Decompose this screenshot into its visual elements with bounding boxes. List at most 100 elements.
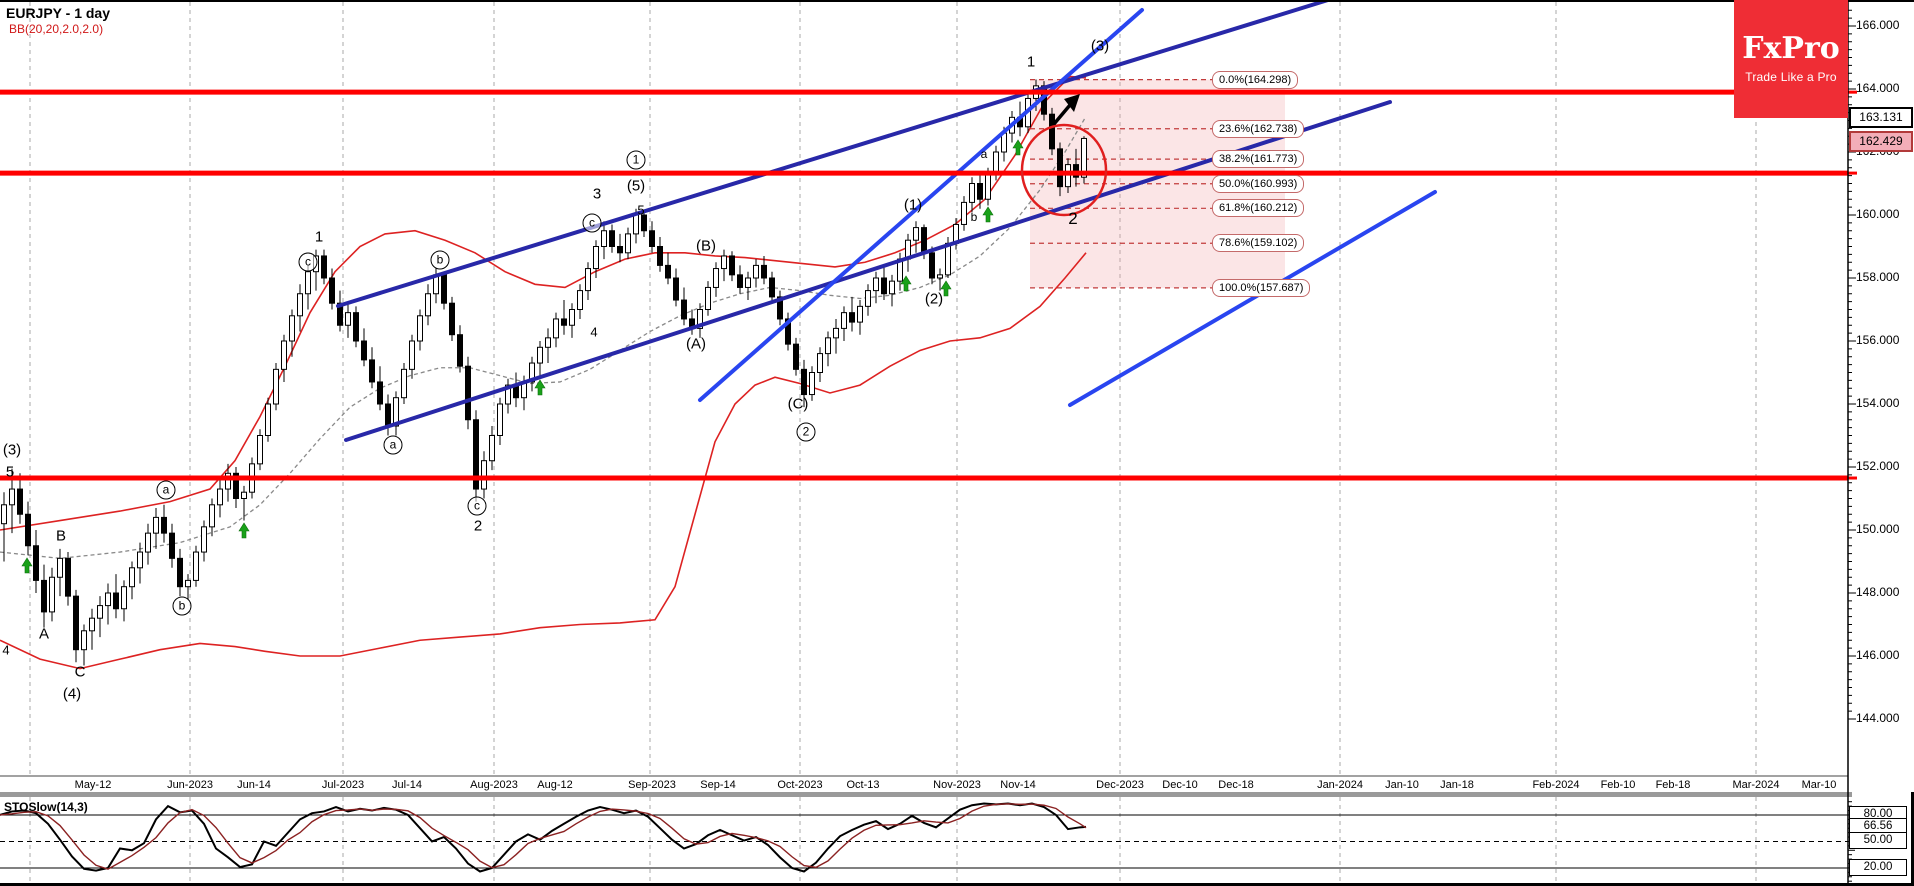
- date-label: Jul-2023: [321, 779, 365, 791]
- candle-up: [889, 280, 895, 295]
- circled-wave-label: c: [467, 496, 487, 516]
- candle-down: [353, 312, 359, 342]
- candle-down: [457, 334, 463, 367]
- candle-up: [577, 290, 583, 311]
- candle-up: [553, 318, 559, 339]
- candle-down: [65, 557, 71, 597]
- projection-arrow-head: [1064, 94, 1080, 112]
- candle-down: [793, 343, 799, 370]
- date-label: Jan-18: [1440, 779, 1474, 791]
- candle-up: [809, 372, 815, 396]
- circled-wave-label: 1: [626, 150, 646, 170]
- green-arrow-marker: [900, 275, 912, 292]
- circled-wave-label: c: [298, 252, 318, 272]
- candle-down: [761, 264, 767, 279]
- candle-up: [105, 592, 111, 607]
- candle-up: [49, 576, 55, 613]
- wave-label: 5: [637, 202, 645, 218]
- candle-up: [633, 214, 639, 235]
- date-label: Jan-2024: [1317, 779, 1363, 791]
- fib-level-label: 61.8%(160.212): [1212, 199, 1305, 218]
- wave-label: C: [74, 663, 86, 681]
- wave-label: 5: [5, 463, 15, 481]
- wave-label: 3: [592, 185, 602, 203]
- candle-up: [345, 312, 351, 326]
- date-label: Dec-2023: [1096, 779, 1144, 791]
- bollinger-middle-band: [0, 116, 1087, 560]
- bollinger-lower-band: [0, 252, 1087, 670]
- candle-down: [609, 230, 615, 247]
- fib-level-label: 50.0%(160.993): [1212, 174, 1305, 193]
- candle-up: [217, 488, 223, 506]
- candle-down: [929, 252, 935, 279]
- fxpro-logo: FxPro Trade Like a Pro: [1734, 0, 1848, 118]
- wave-label: a: [980, 147, 988, 161]
- panel-separator: [0, 792, 1852, 797]
- candle-up: [97, 605, 103, 619]
- candle-up: [721, 255, 727, 270]
- candle-up: [969, 183, 975, 203]
- date-label: Aug-12: [537, 779, 573, 791]
- candle-up: [585, 268, 591, 292]
- wave-label: A: [38, 625, 50, 643]
- wave-label: 1: [314, 228, 324, 246]
- green-arrow-marker: [982, 206, 994, 223]
- candle-down: [729, 255, 735, 276]
- wave-label: (5): [626, 177, 646, 195]
- candle-up: [481, 460, 487, 490]
- candle-up: [1, 504, 7, 525]
- green-arrow-marker: [1012, 139, 1024, 156]
- trendline-navy: [336, 0, 1330, 308]
- candle-down: [25, 513, 31, 547]
- wave-label: (4): [62, 685, 82, 703]
- date-label: Jan-10: [1385, 779, 1419, 791]
- circled-wave-label: a: [156, 480, 176, 500]
- candle-down: [33, 545, 39, 581]
- price-axis-label: 144.000: [1856, 711, 1900, 725]
- candle-up: [265, 403, 271, 436]
- green-arrow-marker: [238, 522, 250, 539]
- candle-up: [489, 435, 495, 462]
- candle-down: [881, 277, 887, 295]
- candle-up: [409, 340, 415, 370]
- candle-up: [857, 305, 863, 323]
- candle-down: [617, 246, 623, 254]
- candle-up: [745, 277, 751, 288]
- fib-level-label: 100.0%(157.687): [1212, 278, 1311, 297]
- candle-down: [769, 277, 775, 298]
- date-label: Dec-10: [1162, 779, 1198, 791]
- candle-up: [289, 315, 295, 342]
- candle-down: [361, 340, 367, 361]
- candle-down: [329, 277, 335, 304]
- candle-up: [393, 397, 399, 427]
- candle-down: [449, 302, 455, 336]
- candle-up: [913, 227, 919, 241]
- date-label: Aug-2023: [470, 779, 518, 791]
- trendline-blue: [698, 8, 1144, 402]
- fxpro-logo-tagline: Trade Like a Pro: [1745, 70, 1837, 84]
- bollinger-upper-band: [0, 75, 1087, 531]
- price-axis-label: 146.000: [1856, 648, 1900, 662]
- wave-label: 1: [1026, 53, 1036, 71]
- candle-up: [89, 617, 95, 632]
- candle-up: [593, 246, 599, 270]
- candle-down: [73, 595, 79, 651]
- wave-label: (A): [686, 335, 706, 353]
- candle-down: [113, 592, 119, 610]
- green-arrow-marker: [534, 379, 546, 396]
- candle-up: [529, 362, 535, 383]
- stochastic-indicator-label: STOSlow(14,3): [4, 800, 88, 814]
- candle-up: [873, 277, 879, 292]
- bottom-border: [0, 883, 1914, 886]
- candle-up: [505, 384, 511, 405]
- candle-up: [129, 567, 135, 588]
- candle-down: [1049, 113, 1055, 150]
- circled-wave-label: b: [430, 250, 450, 270]
- candle-up: [81, 630, 87, 651]
- price-axis-label: 156.000: [1856, 333, 1900, 347]
- candle-down: [321, 255, 327, 279]
- date-label: Oct-2023: [777, 779, 823, 791]
- wave-label: 2: [1068, 209, 1078, 228]
